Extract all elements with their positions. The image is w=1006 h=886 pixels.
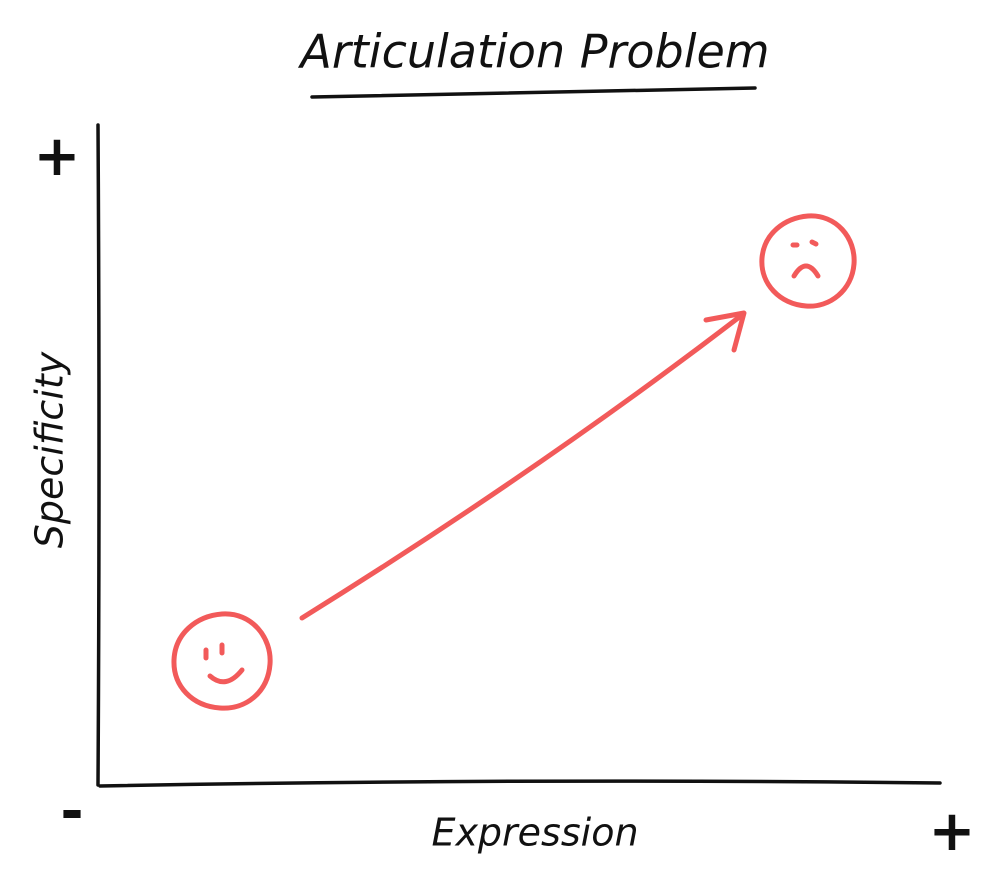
- happy-face-smile: [207, 667, 245, 685]
- happy-face-outline: [171, 611, 273, 711]
- sad-face-outline: [759, 213, 857, 309]
- title-underline: [310, 86, 757, 99]
- x-axis-min: -: [60, 779, 83, 844]
- x-axis: [98, 779, 942, 788]
- arrow: [299, 310, 747, 621]
- sad-face-frown: [791, 263, 821, 279]
- y-axis: [96, 123, 101, 787]
- happy-face-eyes: [203, 642, 225, 661]
- y-axis-label: Specificity: [28, 351, 72, 548]
- y-axis-max: +: [34, 124, 81, 189]
- arrow-head: [703, 310, 747, 353]
- x-axis-max: +: [929, 799, 976, 864]
- arrow-shaft: [299, 312, 745, 621]
- x-axis-label: Expression: [431, 811, 638, 855]
- happy-face: [171, 611, 273, 711]
- sad-face: [759, 213, 857, 309]
- sad-face-eyes: [790, 239, 819, 248]
- title: Articulation Problem: [297, 25, 769, 79]
